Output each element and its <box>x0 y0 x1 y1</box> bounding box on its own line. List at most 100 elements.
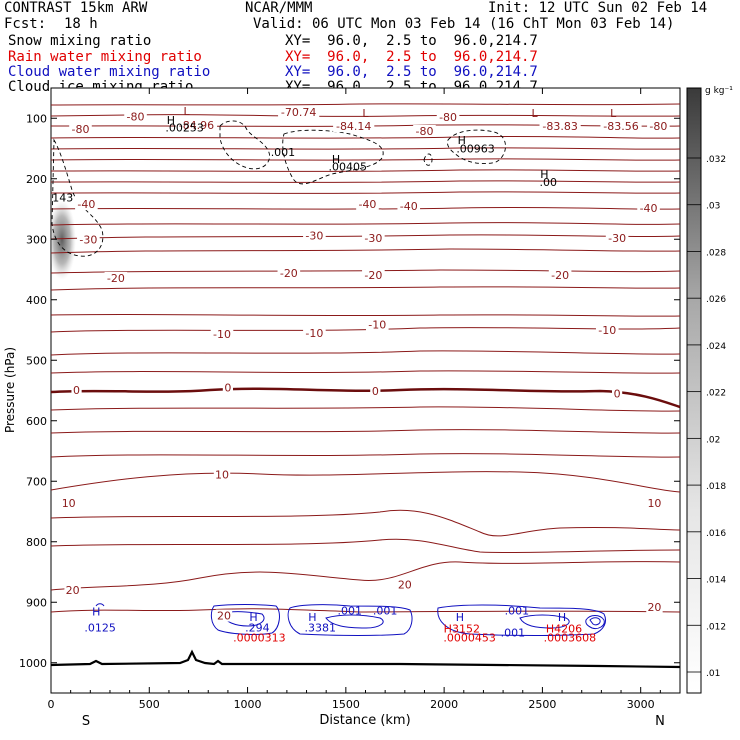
extrema-labels: L L L LH.00253.001H.00405H.00963H.00143H.01… <box>52 105 617 644</box>
isotherm-label: -20 <box>551 269 569 282</box>
extremum-label: .3381 <box>305 622 337 635</box>
isotherm-label-bg <box>333 120 375 133</box>
colorbar <box>686 87 702 694</box>
x-tick-label: 1500 <box>332 698 360 711</box>
snow-shading <box>51 200 76 280</box>
isotherm-label: 10 <box>62 497 76 510</box>
isotherm-label-bg <box>60 497 77 510</box>
isotherm-label-bg <box>362 232 385 245</box>
colorbar-tick-label: .014 <box>706 576 726 586</box>
colorbar-tick-label: .016 <box>706 529 726 539</box>
isotherm-label-bg <box>277 267 301 280</box>
field-rain-name: Rain water mixing ratio <box>8 49 202 65</box>
y-tick-label: 100 <box>26 112 47 125</box>
isotherm-label: 20 <box>647 601 661 614</box>
isotherm-line <box>51 147 680 150</box>
x-tick-label: 2000 <box>430 698 458 711</box>
colorbar-tick-label: .024 <box>706 342 726 352</box>
y-axis-title: Pressure (hPa) <box>3 347 17 433</box>
terrain-line <box>51 649 680 669</box>
zero-isotherm <box>51 387 680 409</box>
isotherm-label-bg <box>637 201 660 214</box>
isotherm-line <box>51 509 680 537</box>
isotherm-label-bg <box>175 118 218 131</box>
isotherm-label: 0 <box>224 381 231 394</box>
y-tick-label: 400 <box>26 294 47 307</box>
isotherm-label: -40 <box>77 198 95 211</box>
isotherm-label-bg <box>104 271 128 284</box>
north-end-label: N <box>655 714 665 729</box>
isotherm-label-bg <box>124 110 147 123</box>
isotherm-label: -30 <box>608 232 626 245</box>
isotherm-label-bg <box>436 111 460 124</box>
x-axis: 0 500 1000 1500 2000 2500 3000 <box>48 88 661 711</box>
isotherm-label-bg <box>356 198 379 211</box>
extremum-label: L <box>184 105 191 118</box>
x-tick-label: 1000 <box>234 698 262 711</box>
extremum-label: .00405 <box>329 161 368 174</box>
isotherm-label-bg <box>303 327 326 340</box>
isotherm-label: 0 <box>614 388 621 401</box>
isotherm-label-bg <box>362 268 385 281</box>
cloud-water-contour <box>437 604 607 636</box>
extremum-label: H <box>458 134 466 147</box>
extremum-label: .001 <box>338 605 363 618</box>
cloud-ice-contour <box>447 129 506 165</box>
isotherm-label-bg <box>548 268 572 281</box>
cloud-water-contour <box>287 604 413 636</box>
isotherm-label: 0 <box>372 385 379 398</box>
isotherm-label: -84.96 <box>179 119 214 132</box>
valid-time: Valid: 06 UTC Mon 03 Feb 14 (16 ChT Mon … <box>253 16 675 32</box>
isotherm-group <box>51 103 680 613</box>
isotherm-label-bg <box>365 318 389 331</box>
isotherm-label-bg <box>539 120 581 133</box>
extremum-label: .001 <box>373 605 398 618</box>
extremum-label: H <box>167 114 175 127</box>
y-tick-label: 800 <box>26 536 47 549</box>
isotherm-label: -20 <box>107 272 125 285</box>
x-axis-title: Distance (km) <box>319 713 410 728</box>
extremum-label: H4206 <box>546 622 582 635</box>
field-cloud-water-xy: XY= 96.0, 2.5 to 96.0,214.7 <box>285 64 538 80</box>
cloud-water-contour <box>221 611 265 627</box>
isotherm-label-bg <box>71 383 82 396</box>
isotherm-label: -20 <box>280 267 298 280</box>
extremum-label: L <box>531 107 538 120</box>
y-tick-label: 700 <box>26 475 47 488</box>
cloud-water-contour <box>95 603 105 607</box>
isotherm-label-bg <box>69 123 92 136</box>
extremum-label: .001 <box>505 605 530 618</box>
isotherm-label: -80 <box>415 125 433 138</box>
isotherm-label-bg <box>646 601 663 614</box>
isotherm-label: -10 <box>598 324 616 337</box>
isotherm-label-bg <box>595 324 619 336</box>
isotherm-line <box>51 114 680 117</box>
extremum-label: L <box>362 107 369 120</box>
org-label: NCAR/MMM <box>245 0 313 16</box>
colorbar-tick-label: .012 <box>706 622 726 632</box>
isotherm-label: -10 <box>368 319 386 332</box>
cloud-water-contours <box>95 603 607 636</box>
extremum-label: L <box>610 107 617 120</box>
init-time: Init: 12 UTC Sun 02 Feb 14 <box>488 0 708 16</box>
cloud-water-contour <box>325 614 384 629</box>
extremum-label: .0000313 <box>233 631 286 644</box>
isotherm-line <box>51 561 680 591</box>
extremum-label: H <box>540 168 548 181</box>
isotherm-label-bg <box>64 584 81 597</box>
isotherm-line <box>51 429 680 434</box>
isotherm-line <box>51 313 680 317</box>
extremum-label: H <box>558 611 566 624</box>
isotherm-line <box>51 158 680 161</box>
isotherm-label-bg <box>612 387 623 400</box>
extremum-label: .00253 <box>165 121 204 134</box>
x-tick-label: 0 <box>48 698 55 711</box>
isotherm-label-bg <box>222 381 234 394</box>
isotherm-label: -83.83 <box>542 120 577 133</box>
x-tick-label: 500 <box>139 698 160 711</box>
isotherm-label-bg <box>646 497 663 510</box>
fcst-value: 18 h <box>64 16 98 32</box>
isotherm-line <box>51 608 680 613</box>
isotherm-label: 20 <box>66 584 80 597</box>
